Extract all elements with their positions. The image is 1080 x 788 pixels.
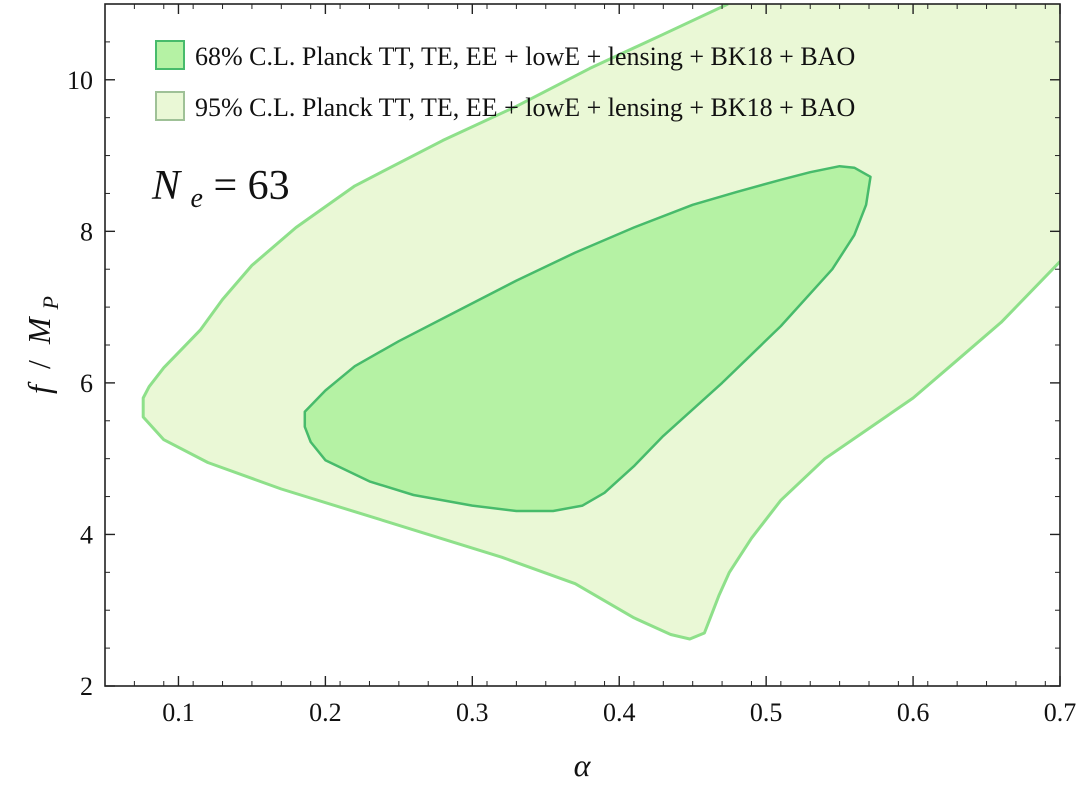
region-95-boundary — [141, 4, 1060, 641]
y-axis-label: f / M P — [21, 296, 63, 394]
y-label-f: f — [21, 381, 57, 394]
ne-sub: e — [191, 183, 203, 214]
legend-label-68: 68% C.L. Planck TT, TE, EE + lowE + lens… — [195, 42, 855, 71]
ne-annotation: N e = 63 — [151, 163, 290, 217]
x-tick-label: 0.3 — [456, 698, 489, 727]
region-68-fill — [304, 166, 871, 511]
y-tick-label: 8 — [80, 217, 93, 246]
ne-n: N — [151, 163, 182, 209]
x-tick-label: 0.2 — [309, 698, 342, 727]
y-label-slash: / — [21, 360, 57, 369]
x-tick-label: 0.6 — [897, 698, 930, 727]
region-68-boundary — [303, 164, 872, 513]
y-tick-label: 2 — [80, 672, 93, 701]
x-tick-label: 0.5 — [750, 698, 783, 727]
ne-value: = 63 — [213, 163, 289, 209]
legend-swatch-68 — [155, 40, 185, 70]
y-label-sub: P — [38, 296, 63, 310]
y-label-m: M — [21, 315, 57, 345]
x-tick-label: 0.4 — [603, 698, 636, 727]
x-tick-label: 0.1 — [162, 698, 195, 727]
y-tick-label: 10 — [67, 66, 93, 95]
legend-swatch-95 — [155, 91, 185, 121]
svg-text:f / M P: f / M P — [21, 296, 63, 394]
x-tick-label: 0.7 — [1044, 698, 1077, 727]
y-tick-label: 6 — [80, 369, 93, 398]
x-axis-label: α — [574, 747, 592, 783]
axis-ticks: 0.1 0.2 0.3 0.4 0.5 0.6 0.7 2 4 6 8 10 — [67, 3, 1077, 727]
legend-label-95: 95% C.L. Planck TT, TE, EE + lowE + lens… — [195, 93, 855, 122]
y-tick-label: 4 — [80, 520, 93, 549]
confidence-regions — [141, 4, 1060, 641]
legend: 68% C.L. Planck TT, TE, EE + lowE + lens… — [155, 40, 855, 122]
